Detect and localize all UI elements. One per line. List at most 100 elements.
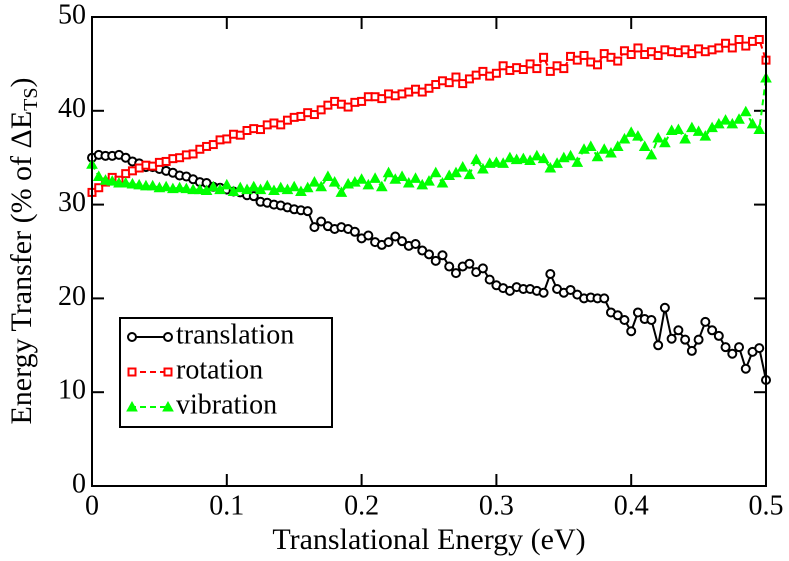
marker [613,56,623,66]
marker [545,66,555,76]
legend-marker [127,332,137,342]
plot-frame [91,16,767,487]
marker [673,325,684,336]
marker [564,149,577,161]
marker [572,55,582,65]
marker [343,102,353,112]
marker [322,170,334,181]
marker [525,59,535,69]
marker [301,181,314,193]
marker [633,43,643,53]
marker [598,143,611,154]
marker [316,216,327,227]
marker [315,180,328,192]
y-axis-label-main: Energy Transfer (% of ΔE [5,111,38,425]
marker [530,149,543,161]
marker [686,121,698,133]
marker [707,325,718,336]
marker [302,206,313,217]
marker [274,181,287,193]
marker [699,130,712,141]
marker [599,293,610,304]
marker [463,168,476,180]
marker [666,333,677,344]
legend-label: vibration [176,389,277,420]
marker [659,302,670,313]
marker [754,35,764,45]
y-tick-label: 20 [58,281,86,312]
marker [740,363,751,374]
marker [618,132,631,144]
x-tick-label: 0.1 [209,490,244,521]
marker [390,231,401,242]
marker [653,50,663,60]
marker [565,284,576,295]
marker [687,49,697,59]
marker [551,157,563,168]
marker [734,342,745,353]
marker [753,123,766,135]
y-tick-label: 10 [58,375,86,406]
marker [248,191,259,202]
marker [423,175,435,186]
marker [383,237,394,248]
marker [470,153,483,165]
marker [625,126,638,137]
y-tick-label: 40 [58,93,86,124]
marker [173,181,186,193]
marker [612,310,623,321]
marker [316,105,326,115]
marker [638,140,651,151]
marker [626,326,637,337]
marker [517,152,530,164]
marker [429,166,442,178]
marker [686,345,697,356]
marker [133,178,146,190]
marker [539,52,549,62]
marker [571,156,584,167]
marker [335,186,348,197]
marker [106,175,119,186]
legend-marker [127,367,137,377]
marker [477,263,488,274]
legend-marker [126,400,138,412]
marker [456,161,469,172]
marker [276,120,286,130]
marker [538,287,549,298]
marker [693,334,704,345]
marker [653,340,664,351]
marker [458,79,468,89]
x-axis-label: Translational Energy (eV) [272,523,585,556]
marker [424,249,434,260]
marker [247,180,260,192]
marker [754,343,765,354]
marker [362,178,375,190]
marker [504,151,516,163]
x-tick-label: 0.3 [479,490,514,521]
marker [160,180,172,192]
marker [491,68,501,78]
marker [222,134,232,144]
marker [720,342,731,353]
marker [328,176,341,187]
marker [450,268,461,279]
marker [92,170,105,181]
marker [119,176,132,188]
marker [584,140,597,151]
x-tick-label: 0.5 [749,490,784,521]
marker [719,114,732,125]
marker [605,146,617,158]
marker [645,148,658,160]
marker [497,157,509,168]
marker [309,222,320,233]
series [87,35,771,197]
marker [559,64,569,74]
marker [532,64,542,74]
marker [450,166,462,178]
legend-marker [162,400,174,412]
marker [646,314,657,325]
marker [579,50,589,60]
series [87,149,771,386]
marker [444,261,455,272]
marker [451,72,461,82]
